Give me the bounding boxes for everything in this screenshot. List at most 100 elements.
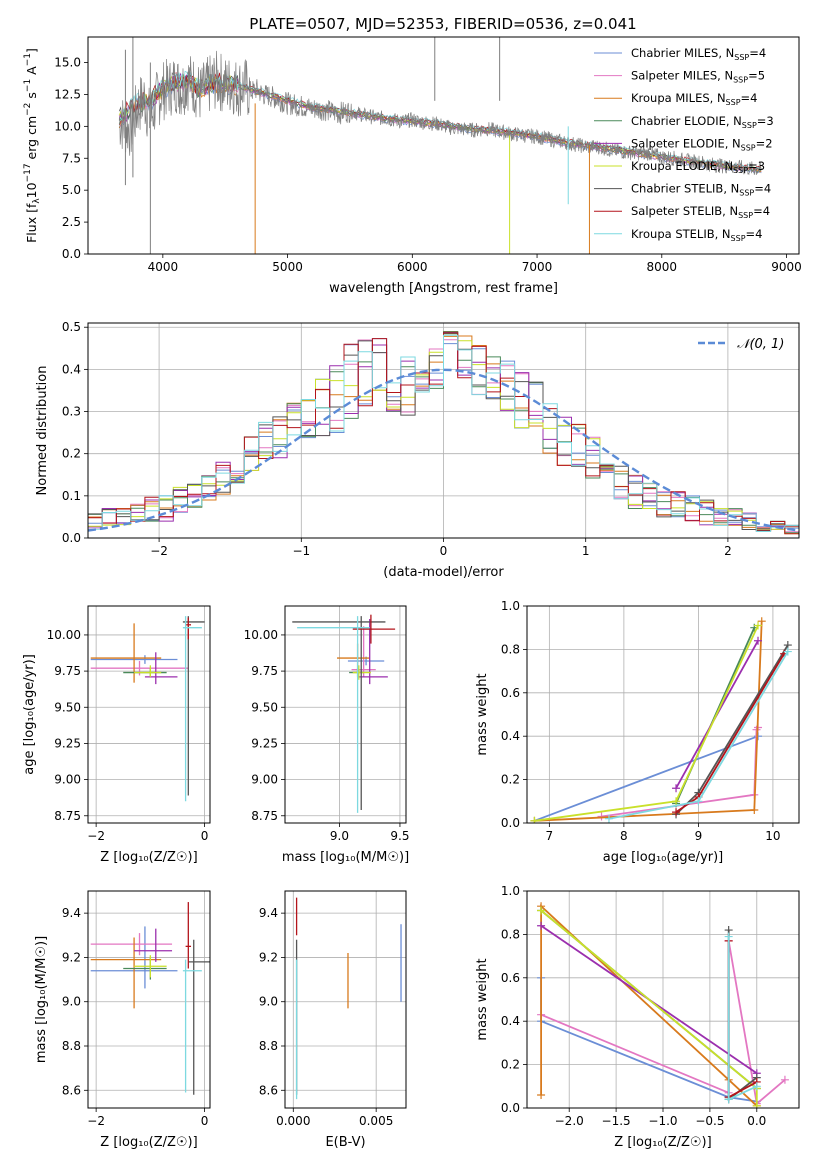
x-axis-label: wavelength [Angstrom, rest frame] xyxy=(329,281,558,296)
x-tick-label: 10 xyxy=(765,829,780,843)
x-tick-label: 5000 xyxy=(272,260,303,274)
data-point xyxy=(90,937,162,1009)
legend-label: Kroupa MILES, NSSP=4 xyxy=(631,91,757,107)
x-tick-label: 0 xyxy=(201,1114,209,1128)
x-tick-label: 6000 xyxy=(397,260,428,274)
y-tick-label: 0.1 xyxy=(62,489,81,503)
plus-marker xyxy=(672,784,681,793)
y-tick-label: 0.0 xyxy=(62,531,81,545)
y-tick-label: 9.2 xyxy=(62,950,81,964)
x-tick-label: 2 xyxy=(724,544,732,558)
data-point xyxy=(352,614,396,644)
y-axis-label: mass weight xyxy=(475,958,490,1040)
y-tick-label: 0.0 xyxy=(501,816,520,830)
x-tick-label: −2 xyxy=(87,1114,105,1128)
residuals-axes: −2 −1 0 1 2 0.0 0.1 0.2 0.3 0.4 0.5 (data-model)/er… xyxy=(35,320,799,580)
x-tick-label: 9.0 xyxy=(330,829,349,843)
x-tick-label: 0.0 xyxy=(747,1114,766,1128)
data-point xyxy=(185,902,192,969)
y-tick-label: 9.0 xyxy=(62,995,81,1009)
figure-title: PLATE=0507, MJD=52353, FIBERID=0536, z=0… xyxy=(249,15,636,33)
y-tick-label: 7.5 xyxy=(62,151,81,165)
y-tick-label: 8.6 xyxy=(62,1083,81,1097)
x-tick-label: −1 xyxy=(292,544,310,558)
y-tick-label: 9.25 xyxy=(54,736,81,750)
x-tick-label: 8 xyxy=(620,829,628,843)
data-point xyxy=(182,616,202,802)
x-axis-label: age [log₁₀(age/yr)] xyxy=(603,850,724,865)
x-tick-label: 0.000 xyxy=(276,1114,310,1128)
weight_vs_age-frame xyxy=(526,605,800,824)
y-tick-label: 9.4 xyxy=(62,906,81,920)
y-axis-label: age [log₁₀(age/yr)] xyxy=(22,654,37,775)
mass_vs_ebv-points xyxy=(295,897,402,1100)
data-point xyxy=(90,660,189,676)
mass_vs_Z-points xyxy=(90,902,210,1095)
y-axis-label: Flux [fλ10−17 erg cm−2 s−1 A−1] xyxy=(23,48,42,243)
y-tick-label: 0.6 xyxy=(501,686,520,700)
y-tick-label: 9.2 xyxy=(259,950,278,964)
y-tick-label: 5.0 xyxy=(62,183,81,197)
y-axis-label: mass weight xyxy=(475,673,490,755)
x-tick-label: −1.5 xyxy=(602,1114,631,1128)
y-tick-label: 0.4 xyxy=(501,729,520,743)
spectrum-legend: Chabrier MILES, NSSP=4 Salpeter MILES, NS… xyxy=(594,46,774,243)
x-tick-label: −0.5 xyxy=(695,1114,724,1128)
spectrum-frame xyxy=(87,36,800,255)
legend-label-gaussian: 𝒩(0, 1) xyxy=(737,337,784,352)
y-tick-label: 9.4 xyxy=(259,906,278,920)
plus-marker xyxy=(694,797,703,806)
legend-label: Kroupa ELODIE, NSSP=3 xyxy=(631,159,765,175)
weight-line xyxy=(534,625,759,822)
data-point xyxy=(90,933,173,956)
weight-line xyxy=(534,621,763,822)
data-point xyxy=(182,959,202,1093)
data-point xyxy=(188,939,210,1095)
plus-marker xyxy=(783,647,792,656)
x-axis-label: Z [log₁₀(Z/Z☉)] xyxy=(100,850,197,865)
legend-label: Kroupa STELIB, NSSP=4 xyxy=(631,227,762,243)
plus-marker xyxy=(537,921,546,930)
x-tick-label: 9000 xyxy=(771,260,802,274)
y-tick-label: 0.2 xyxy=(501,1058,520,1072)
y-axis-label: mass [log₁₀(M/M☉)] xyxy=(34,936,49,1063)
y-tick-label: 0.0 xyxy=(62,247,81,261)
legend-label: Chabrier MILES, NSSP=4 xyxy=(631,46,766,62)
mass_vs_ebv-axes: 0.000 0.005 8.6 8.8 9.0 9.2 9.4 E(B-V) xyxy=(259,891,406,1150)
y-tick-label: 0.6 xyxy=(501,971,520,985)
x-tick-label: 9.5 xyxy=(390,829,409,843)
y-tick-label: 2.5 xyxy=(62,215,81,229)
y-tick-label: 0.2 xyxy=(62,447,81,461)
y-tick-label: 9.0 xyxy=(259,995,278,1009)
mass_vs_Z-axes: −2 0 8.6 8.8 9.0 9.2 9.4 Z [log₁₀(Z/Z☉)] mass [l… xyxy=(34,891,210,1150)
data-point xyxy=(292,616,386,810)
x-axis-label: mass [log₁₀(M/M☉)] xyxy=(282,850,409,865)
weight-line xyxy=(534,735,759,822)
legend-label: Chabrier STELIB, NSSP=4 xyxy=(631,182,771,198)
plus-marker xyxy=(752,1082,761,1091)
y-tick-label: 9.75 xyxy=(54,664,81,678)
x-tick-label: −2.0 xyxy=(555,1114,584,1128)
gaussian-curve xyxy=(88,368,799,532)
y-axis-label: Normed distribution xyxy=(35,366,50,496)
mass_vs_Z-frame xyxy=(87,890,211,1109)
y-tick-label: 10.00 xyxy=(244,628,278,642)
x-tick-label: −2 xyxy=(87,829,105,843)
age_vs_Z-points xyxy=(90,616,205,802)
y-tick-label: 8.8 xyxy=(259,1039,278,1053)
plus-marker xyxy=(604,814,613,823)
y-tick-label: 8.75 xyxy=(54,809,81,823)
y-tick-label: 9.00 xyxy=(54,773,81,787)
data-point xyxy=(185,617,192,640)
y-tick-label: 9.25 xyxy=(251,736,278,750)
y-tick-label: 0.4 xyxy=(501,1014,520,1028)
plus-marker xyxy=(672,808,681,817)
y-tick-label: 8.75 xyxy=(251,809,278,823)
y-tick-label: 1.0 xyxy=(501,599,520,613)
x-tick-label: 0 xyxy=(201,829,209,843)
x-tick-label: 0 xyxy=(440,544,448,558)
x-axis-label: Z [log₁₀(Z/Z☉)] xyxy=(614,1135,711,1150)
plus-marker xyxy=(530,816,539,823)
plus-marker xyxy=(672,797,681,806)
